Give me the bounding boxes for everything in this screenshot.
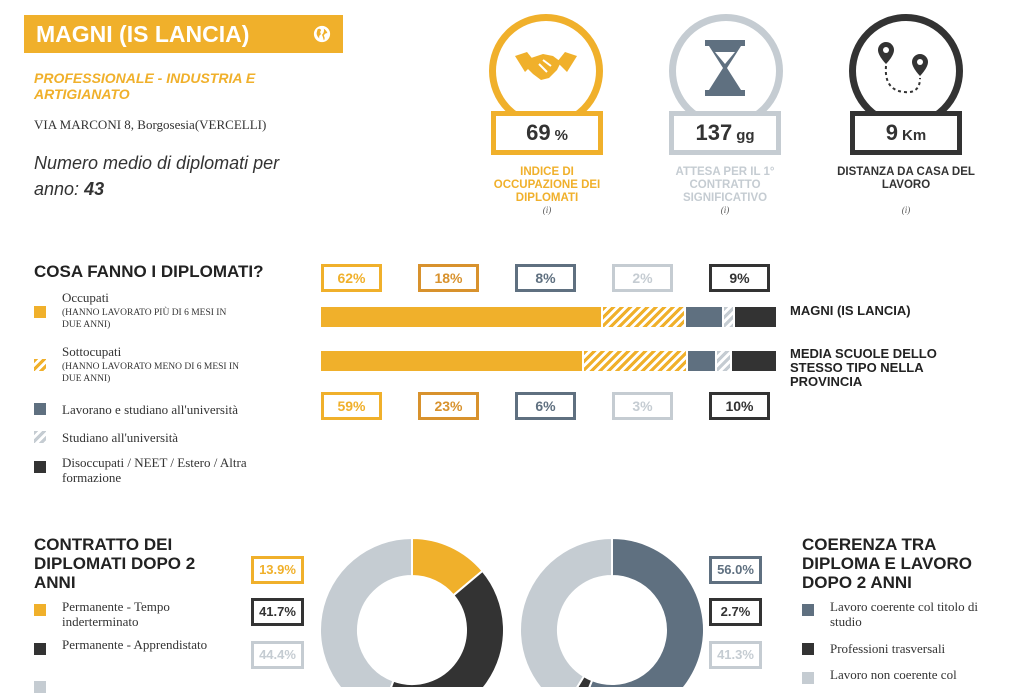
legend-swatch-sottocupati <box>34 359 46 371</box>
legend-lavorano-studiano: Lavorano e studiano all'università <box>62 402 238 417</box>
coerenza-title: COERENZA TRA DIPLOMA E LAVORO DOPO 2 ANN… <box>802 535 972 592</box>
kpi-distanza-label: DISTANZA DA CASA DEL LAVORO <box>837 166 975 191</box>
contratto-value-tempo-ind: 13.9% <box>251 556 304 584</box>
contratto-value-apprendistato: 41.7% <box>251 598 304 626</box>
legend-sottocupati: Sottocupati (HANNO LAVORATO MENO DI 6 ME… <box>62 344 242 385</box>
legend-swatch-disoccupati <box>34 461 46 473</box>
school-type: PROFESSIONALE - INDUSTRIA E ARTIGIANATO <box>34 70 256 102</box>
bar-seg-sottocupati <box>584 351 686 371</box>
avg-graduates-label: Numero medio di diplomati per anno: <box>34 153 280 199</box>
bar-school-label: MAGNI (IS LANCIA) <box>790 303 911 318</box>
province-pct-occupati: 59% <box>321 392 382 420</box>
legend-sottocupati-sub: (HANNO LAVORATO MENO DI 6 MESI IN DUE AN… <box>62 362 239 384</box>
bar-seg-sottocupati <box>603 307 684 327</box>
contratto-legend-swatch-apprendistato <box>34 643 46 655</box>
bar-seg-occupati <box>321 307 601 327</box>
legend-swatch-lavorano-studiano <box>34 403 46 415</box>
avg-graduates-value: 43 <box>84 179 105 199</box>
legend-occupati-label: Occupati <box>62 290 109 305</box>
kpi-attesa-value-box: 137 gg <box>669 111 781 155</box>
kpi-attesa-value: 137 <box>695 120 733 145</box>
kpi-distanza-info[interactable]: (i) <box>901 205 911 215</box>
school-pct-occupati: 62% <box>321 264 382 292</box>
hourglass-icon <box>705 40 745 96</box>
kpi-attesa-info[interactable]: (i) <box>720 205 730 215</box>
kpi-distanza-value: 9 <box>885 120 899 145</box>
donut-slice-1 <box>390 569 505 687</box>
legend-occupati-sub: (HANNO LAVORATO PIÙ DI 6 MESI IN DUE ANN… <box>62 308 227 330</box>
globe-icon[interactable] <box>313 25 331 43</box>
legend-occupati: Occupati (HANNO LAVORATO PIÙ DI 6 MESI I… <box>62 290 242 331</box>
bar-seg-lavorano-studiano <box>686 307 722 327</box>
contratto-legend-swatch-tempo-ind <box>34 604 46 616</box>
kpi-occupazione-value-box: 69% <box>491 111 603 155</box>
bar-seg-studiano <box>724 307 733 327</box>
coerenza-value-coerente: 56.0% <box>709 556 762 584</box>
school-title-bar: MAGNI (IS LANCIA) <box>24 15 343 53</box>
school-pct-studiano: 2% <box>612 264 673 292</box>
kpi-occupazione-info[interactable]: (i) <box>542 205 552 215</box>
contratto-legend-tempo-ind: Permanente - Tempo inderterminato <box>62 599 170 629</box>
avg-graduates: Numero medio di diplomati per anno: 43 <box>34 150 304 202</box>
bar-seg-disoccupati <box>735 307 776 327</box>
donut-slice-2 <box>519 536 613 687</box>
school-pct-lavorano-studiano: 8% <box>515 264 576 292</box>
cosa-fanno-title: COSA FANNO I DIPLOMATI? <box>34 262 264 281</box>
handshake-icon <box>515 52 577 80</box>
kpi-attesa-unit: gg <box>736 127 755 144</box>
school-pct-disoccupati: 9% <box>709 264 770 292</box>
bar-seg-studiano <box>717 351 730 371</box>
bar-school <box>321 307 776 327</box>
coerenza-value-non-coerente: 41.3% <box>709 641 762 669</box>
province-pct-sottocupati: 23% <box>418 392 479 420</box>
school-address: VIA MARCONI 8, Borgosesia(VERCELLI) <box>34 117 267 132</box>
bar-seg-occupati <box>321 351 582 371</box>
contratto-legend-swatch-other <box>34 681 46 693</box>
coerenza-legend-trasversali: Professioni trasversali <box>830 641 946 656</box>
bar-seg-disoccupati <box>732 351 776 371</box>
school-name: MAGNI (IS LANCIA) <box>36 21 250 47</box>
contratto-legend-apprendistato: Permanente - Apprendistato <box>62 637 208 652</box>
school-pct-sottocupati: 18% <box>418 264 479 292</box>
coerenza-legend-coerente: Lavoro coerente col titolo di studio <box>830 599 979 629</box>
kpi-attesa-label: ATTESA PER IL 1° CONTRATTO SIGNIFICATIVO <box>675 166 775 204</box>
coerenza-legend-swatch-non-coerente <box>802 672 814 684</box>
kpi-occupazione-value: 69 <box>526 120 551 145</box>
legend-disoccupati: Disoccupati / NEET / Estero / Altra form… <box>62 455 247 485</box>
bar-province <box>321 351 776 371</box>
kpi-distanza-unit: Km <box>902 127 927 144</box>
map-route-icon <box>878 42 928 94</box>
coerenza-legend-swatch-trasversali <box>802 643 814 655</box>
donut-slice-2 <box>319 536 413 687</box>
contratto-value-other: 44.4% <box>251 641 304 669</box>
kpi-distanza-value-box: 9 Km <box>850 111 962 155</box>
bar-province-label: MEDIA SCUOLE DELLO STESSO TIPO NELLA PRO… <box>790 346 937 389</box>
coerenza-value-trasversali: 2.7% <box>709 598 762 626</box>
province-pct-disoccupati: 10% <box>709 392 770 420</box>
kpi-occupazione-unit: % <box>554 127 568 144</box>
coerenza-legend-swatch-coerente <box>802 604 814 616</box>
bar-seg-lavorano-studiano <box>688 351 715 371</box>
legend-swatch-occupati <box>34 306 46 318</box>
kpi-occupazione-label: INDICE DI OCCUPAZIONE DEI DIPLOMATI <box>493 166 601 204</box>
coerenza-legend-non-coerente: Lavoro non coerente col <box>830 667 957 682</box>
province-pct-lavorano-studiano: 6% <box>515 392 576 420</box>
legend-studiano: Studiano all'università <box>62 430 179 445</box>
contratto-donut-chart <box>319 536 505 687</box>
legend-sottocupati-label: Sottocupati <box>62 344 122 359</box>
donut-slice-0 <box>588 536 705 687</box>
legend-swatch-studiano <box>34 431 46 443</box>
contratto-title: CONTRATTO DEI DIPLOMATI DOPO 2 ANNI <box>34 535 196 592</box>
province-pct-studiano: 3% <box>612 392 673 420</box>
coerenza-donut-chart <box>519 536 705 687</box>
